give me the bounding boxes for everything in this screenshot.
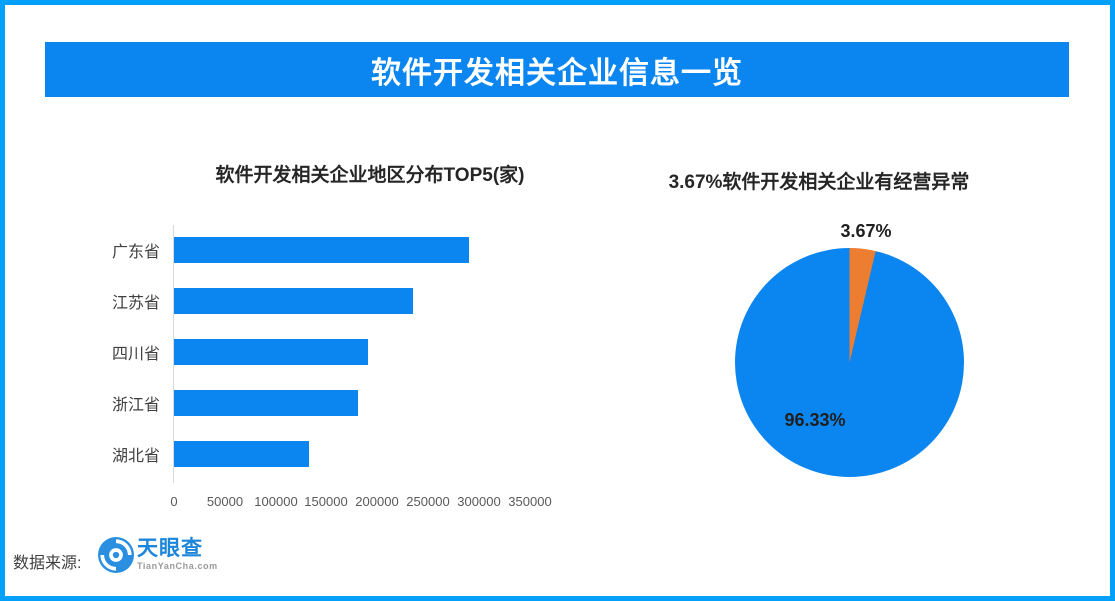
- bar-category-label: 四川省: [111, 346, 160, 364]
- x-axis-tick-label: 200000: [355, 494, 399, 509]
- bar-row: 浙江省: [112, 378, 574, 429]
- bar-row: 广东省: [112, 225, 574, 276]
- page-title: 软件开发相关企业信息一览: [371, 56, 743, 90]
- bar-chart-title: 软件开发相关企业地区分布TOP5(家): [215, 165, 525, 186]
- bar-chart-axis-line: [173, 225, 174, 483]
- bar-category-label: 湖北省: [111, 448, 160, 465]
- bar: [174, 440, 309, 467]
- x-axis-tick-label: 150000: [304, 494, 348, 509]
- bar-category-label: 江苏省: [111, 295, 160, 313]
- header-banner: 软件开发相关企业信息一览: [45, 42, 1069, 97]
- bar-chart-plot: 广东省江苏省四川省浙江省湖北省: [112, 225, 574, 480]
- pie-slice-label-normal: 96.33%: [784, 410, 846, 430]
- tianyancha-logo: 天眼查 TianYanCha.com: [98, 537, 218, 573]
- logo-subtext: TianYanCha.com: [137, 561, 218, 571]
- bar-category-label: 浙江省: [111, 397, 160, 415]
- pie-chart-title: 3.67%软件开发相关企业有经营异常: [668, 172, 970, 193]
- pie-slice-label-anomalous: 3.67%: [840, 221, 892, 241]
- bar-row: 湖北省: [112, 429, 574, 480]
- x-axis-tick-label: 300000: [457, 494, 501, 509]
- logo-text-block: 天眼查 TianYanCha.com: [137, 537, 218, 571]
- x-axis-tick-label: 0: [170, 494, 178, 509]
- x-axis-tick-label: 100000: [254, 494, 298, 509]
- x-axis-tick-label: 250000: [406, 494, 450, 509]
- pie-graphic: [735, 248, 964, 477]
- bar-category-label: 广东省: [111, 244, 160, 262]
- bar: [174, 287, 413, 314]
- bar: [174, 338, 368, 365]
- bar: [174, 389, 358, 416]
- tianyancha-logo-icon: [98, 537, 134, 573]
- x-axis-tick-label: 50000: [206, 494, 244, 509]
- logo-text: 天眼查: [137, 537, 203, 560]
- x-axis-tick-label: 350000: [508, 494, 552, 509]
- x-axis-ticks: 0 50000 100000 150000 200000 250000 300000 3500…: [170, 494, 574, 510]
- bar: [174, 237, 469, 263]
- bar-row: 江苏省: [112, 276, 574, 327]
- data-source-label: 数据来源:: [13, 555, 82, 572]
- bar-row: 四川省: [112, 327, 574, 378]
